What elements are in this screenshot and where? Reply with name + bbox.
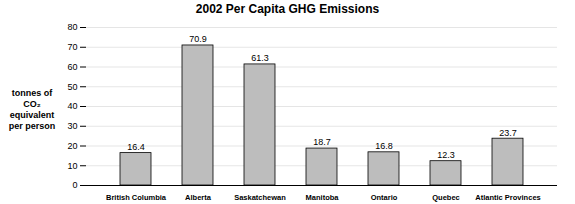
svg-text:70.9: 70.9	[189, 34, 207, 44]
svg-text:40: 40	[67, 101, 77, 111]
svg-text:80: 80	[67, 22, 77, 32]
svg-text:Manitoba: Manitoba	[306, 193, 340, 202]
svg-text:10: 10	[67, 161, 77, 171]
html-text:tonnes of CO₂ equivalent per p: tonnes of CO₂ equivalent per person	[8, 88, 56, 131]
svg-text:23.7: 23.7	[499, 128, 517, 138]
svg-text:50: 50	[67, 82, 77, 92]
svg-text:Saskatchewan: Saskatchewan	[234, 193, 286, 202]
svg-text:61.3: 61.3	[251, 53, 269, 63]
html-text:2002 Per Capita GHG Emissions: 2002 Per Capita GHG Emissions	[195, 2, 380, 16]
svg-text:Alberta: Alberta	[185, 193, 212, 202]
svg-text:18.7: 18.7	[313, 137, 331, 147]
svg-text:30: 30	[67, 121, 77, 131]
svg-text:Ontario: Ontario	[371, 193, 398, 202]
svg-text:12.3: 12.3	[437, 150, 455, 160]
svg-text:20: 20	[67, 141, 77, 151]
svg-text:Quebec: Quebec	[432, 193, 460, 202]
svg-text:60: 60	[67, 62, 77, 72]
svg-text:70: 70	[67, 42, 77, 52]
svg-text:Atlantic Provinces: Atlantic Provinces	[475, 193, 540, 202]
svg-text:British Columbia: British Columbia	[106, 193, 167, 202]
svg-text:16.8: 16.8	[375, 141, 393, 151]
svg-text:0: 0	[72, 180, 77, 190]
svg-text:16.4: 16.4	[127, 142, 145, 152]
